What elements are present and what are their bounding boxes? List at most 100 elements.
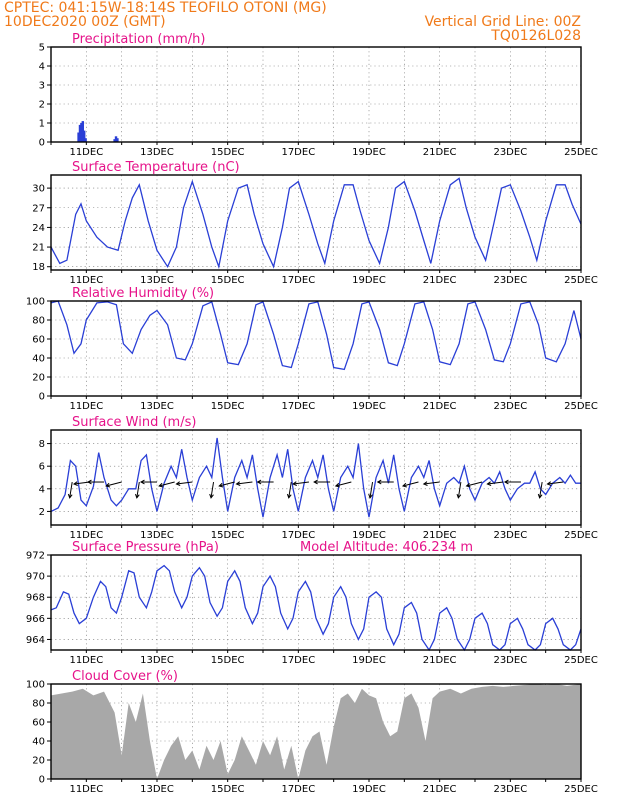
panel-frame (50, 429, 582, 526)
x-tick-label: 11DEC (69, 530, 103, 541)
x-tick-label: 17DEC (281, 784, 315, 795)
precip-bar (78, 124, 82, 142)
x-tick-label: 21DEC (423, 530, 457, 541)
x-tick-label: 21DEC (423, 401, 457, 412)
x-tick-label: 15DEC (211, 147, 245, 158)
x-tick-label: 19DEC (352, 275, 386, 286)
wind-arrow (106, 481, 122, 487)
panel-frame (50, 554, 582, 651)
x-tick-label: 11DEC (69, 147, 103, 158)
series-line (50, 177, 582, 270)
wind-arrow-head (209, 493, 214, 499)
x-tick-label: 23DEC (493, 655, 527, 666)
panel-frame (50, 46, 582, 143)
wind-arrow-head (256, 479, 262, 485)
x-tick-label: 13DEC (140, 530, 174, 541)
precip-bar (113, 139, 116, 142)
wind-arrow-head (67, 493, 73, 499)
y-tick-label: 100 (26, 680, 45, 691)
wind-arrow-head (313, 479, 318, 485)
x-tick-label: 17DEC (281, 655, 315, 666)
wind-arrow (423, 481, 440, 485)
wind-arrow-head (139, 479, 145, 485)
panel-frame (50, 300, 582, 397)
x-tick-label: 19DEC (352, 147, 386, 158)
y-tick-label: 964 (26, 635, 45, 646)
wind-arrow (210, 481, 215, 498)
panels: 0 1 2 3 4 5 11DEC 13DEC 15DEC 17DEC 19DEC 21DEC 23DE… (26, 32, 598, 795)
wind-arrow (136, 481, 140, 498)
wind-arrow (457, 481, 462, 498)
wind-arrow (335, 481, 352, 487)
x-tick-label: 13DEC (140, 147, 174, 158)
x-tick-label: 23DEC (493, 401, 527, 412)
panel-5: 964 966 968 970 972 11DEC 13DEC 15DEC 17DEC 19DEC… (26, 540, 598, 666)
x-tick-label: 21DEC (423, 147, 457, 158)
panel-frame (50, 174, 582, 271)
wind-arrow (292, 481, 309, 485)
wind-arrow-head (105, 482, 111, 488)
precip-bar (81, 121, 84, 142)
y-tick-label: 27 (32, 203, 45, 214)
wind-arrow-head (72, 481, 78, 486)
series-line (50, 437, 581, 518)
y-tick-label: 100 (26, 297, 45, 308)
panel-annotation: Model Altitude: 406.234 m (300, 540, 473, 555)
panel-title: Relative Humidity (%) (72, 286, 214, 301)
y-tick-label: 30 (32, 184, 45, 195)
y-tick-label: 40 (32, 737, 45, 748)
y-tick-label: 5 (39, 43, 45, 54)
x-tick-label: 19DEC (352, 401, 386, 412)
x-tick-label: 11DEC (69, 275, 103, 286)
wind-arrow-head (175, 481, 181, 486)
wind-arrow-head (456, 493, 462, 499)
wind-arrow (176, 481, 193, 485)
x-tick-label: 17DEC (281, 147, 315, 158)
wind-arrow-head (135, 493, 140, 499)
wind-arrow-head (401, 482, 407, 488)
x-tick-label: 11DEC (69, 655, 103, 666)
wind-arrow-head (368, 493, 373, 499)
y-tick-label: 60 (32, 718, 45, 729)
x-tick-label: 21DEC (423, 275, 457, 286)
x-tick-label: 19DEC (352, 530, 386, 541)
y-tick-label: 0 (39, 392, 45, 403)
x-tick-label: 13DEC (140, 655, 174, 666)
y-tick-label: 1 (39, 119, 45, 130)
x-tick-label: 15DEC (211, 655, 245, 666)
x-tick-label: 15DEC (211, 530, 245, 541)
y-tick-label: 3 (39, 81, 45, 92)
header-station: CPTEC: 041:15W-18:14S TEOFILO OTONI (MG) (4, 0, 327, 16)
x-tick-label: 21DEC (423, 655, 457, 666)
panel-frame (50, 683, 582, 780)
wind-arrow-head (334, 482, 340, 488)
y-tick-label: 4 (39, 484, 45, 495)
x-tick-label: 15DEC (211, 401, 245, 412)
precip-bar (114, 136, 118, 142)
panel-title: Surface Temperature (nC) (72, 160, 240, 175)
x-tick-label: 13DEC (140, 401, 174, 412)
x-tick-label: 11DEC (69, 784, 103, 795)
wind-arrow (369, 481, 374, 498)
x-tick-label: 23DEC (493, 784, 527, 795)
wind-arrow-head (235, 481, 241, 486)
wind-arrow (402, 481, 419, 487)
wind-arrow-head (422, 481, 428, 486)
wind-arrow-head (86, 479, 92, 485)
y-tick-label: 40 (32, 354, 45, 365)
wind-arrow-head (376, 479, 382, 485)
x-tick-label: 23DEC (493, 275, 527, 286)
panel-2: 18 21 24 27 30 11DEC 13DEC 15DEC 17DEC 19DEC 21DEC… (32, 160, 598, 286)
y-tick-label: 18 (32, 262, 45, 273)
wind-arrow (219, 481, 235, 487)
series-line (50, 564, 582, 652)
wind-arrow-head (546, 481, 552, 486)
y-tick-label: 80 (32, 316, 45, 327)
series-line (50, 300, 582, 371)
y-tick-label: 20 (32, 373, 45, 384)
precip-bar (116, 138, 119, 142)
y-tick-label: 60 (32, 335, 45, 346)
x-tick-label: 11DEC (69, 401, 103, 412)
x-tick-label: 25DEC (564, 275, 598, 286)
wind-arrow (466, 481, 483, 487)
